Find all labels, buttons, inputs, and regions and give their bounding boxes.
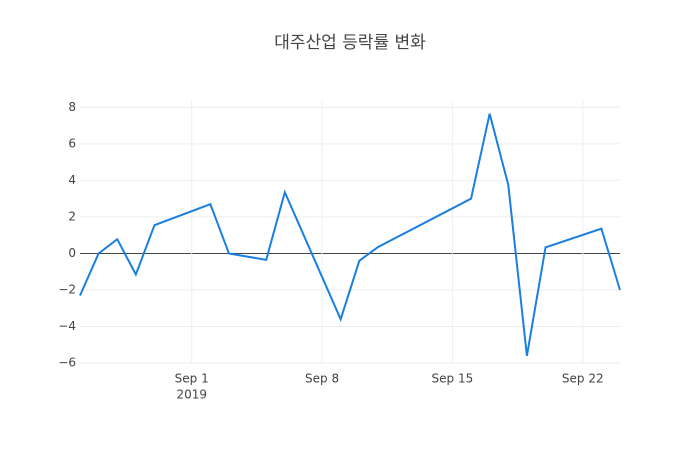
- y-tick-label: −2: [58, 283, 76, 297]
- y-tick-label: −6: [58, 356, 76, 370]
- y-tick-label: 8: [68, 100, 76, 114]
- x-tick-label: Sep 8: [305, 372, 339, 386]
- x-tick-label: Sep 15: [432, 372, 474, 386]
- y-tick-label: 4: [68, 173, 76, 187]
- y-tick-label: −4: [58, 319, 76, 333]
- y-tick-label: 0: [68, 246, 76, 260]
- y-tick-label: 6: [68, 136, 76, 150]
- line: [79, 113, 621, 356]
- x-tick-label: Sep 1: [175, 372, 209, 386]
- y-tick-label: 2: [68, 209, 76, 223]
- x-tick-label: Sep 22: [562, 372, 604, 386]
- chart-title: 대주산업 등락률 변화: [274, 33, 426, 53]
- x-year-label: 2019: [176, 388, 207, 402]
